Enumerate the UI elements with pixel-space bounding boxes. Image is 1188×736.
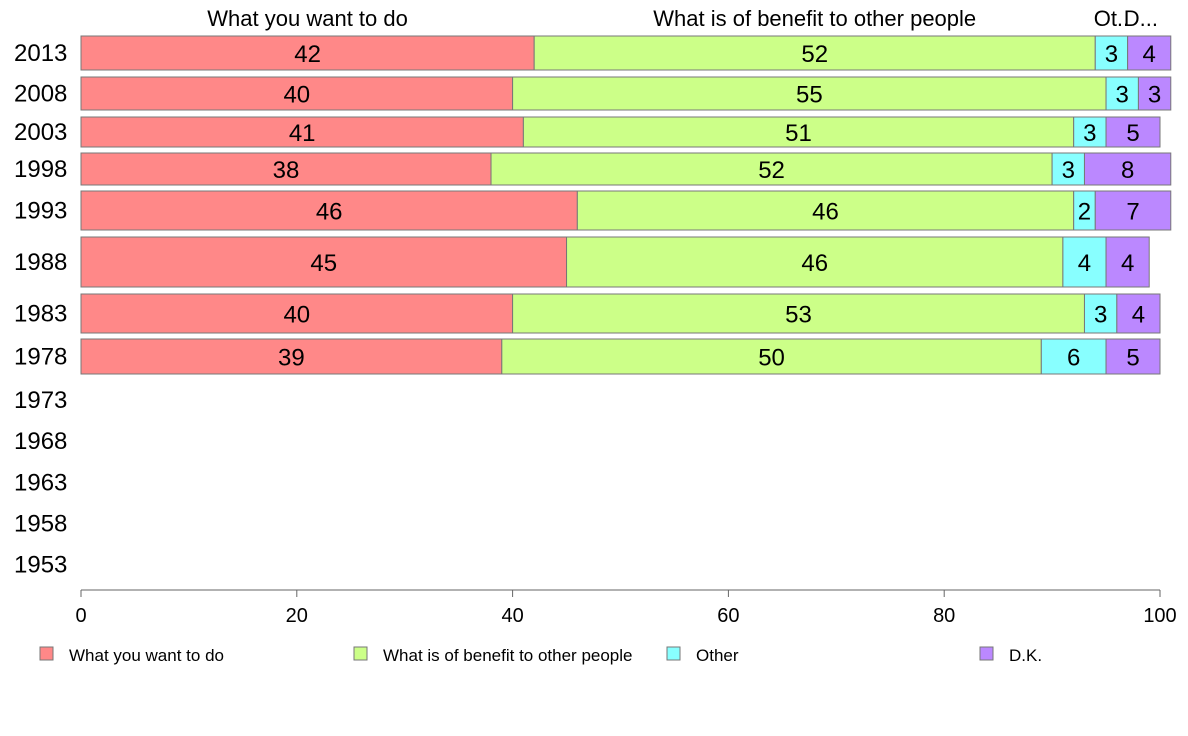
year-label: 2013	[14, 40, 67, 67]
bar-segment	[1094, 35, 1129, 71]
bar-segment	[80, 293, 514, 334]
bar-segment	[1127, 35, 1172, 71]
bar-segment	[1040, 338, 1107, 375]
year-label: 1963	[14, 470, 67, 497]
year-label: 1998	[14, 156, 67, 183]
bar-segment	[566, 236, 1064, 288]
legend-swatch	[979, 646, 994, 661]
value-label: 45	[310, 250, 337, 277]
bar-segment	[80, 35, 535, 71]
value-label: 46	[812, 199, 839, 226]
value-label: 41	[289, 120, 316, 147]
series-header: D...	[1124, 6, 1158, 31]
bar-segment	[1116, 293, 1161, 334]
value-label: 3	[1148, 82, 1161, 109]
value-label: 3	[1094, 302, 1107, 329]
value-label: 4	[1121, 250, 1134, 277]
year-label: 1978	[14, 344, 67, 371]
bar-segment	[501, 338, 1042, 375]
series-header: What you want to do	[207, 6, 408, 31]
bar-segment	[1083, 293, 1118, 334]
bar-segment	[80, 76, 514, 111]
bar-segment	[1105, 116, 1161, 148]
bar-segment	[512, 76, 1107, 111]
value-label: 7	[1126, 199, 1139, 226]
bar-segment	[576, 190, 1075, 231]
year-label: 1988	[14, 249, 67, 276]
value-label: 40	[283, 82, 310, 109]
value-label: 46	[316, 199, 343, 226]
value-label: 55	[796, 82, 823, 109]
value-label: 4	[1078, 250, 1091, 277]
value-label: 38	[273, 157, 300, 184]
bar-segment	[1105, 338, 1161, 375]
x-tick-label: 0	[75, 605, 86, 627]
year-label: 1983	[14, 301, 67, 328]
bar-segment	[1105, 236, 1150, 288]
legend-label: What is of benefit to other people	[383, 646, 633, 665]
x-tick-label: 60	[717, 605, 739, 627]
year-label: 2003	[14, 119, 67, 146]
legend-swatch	[39, 646, 54, 661]
bar-segment	[490, 152, 1053, 186]
value-label: 52	[758, 157, 785, 184]
value-label: 53	[785, 302, 812, 329]
x-tick-label: 20	[286, 605, 308, 627]
x-tick-label: 100	[1143, 605, 1176, 627]
value-label: 39	[278, 345, 305, 372]
bar-segment	[80, 190, 578, 231]
legend-label: D.K.	[1009, 646, 1042, 665]
bar-segment	[80, 236, 568, 288]
series-header: Ot..	[1094, 6, 1129, 31]
x-tick-label: 40	[501, 605, 523, 627]
value-label: 4	[1132, 302, 1145, 329]
legend-swatch	[666, 646, 681, 661]
value-label: 2	[1078, 199, 1091, 226]
bar-segment	[1062, 236, 1107, 288]
bar-segment	[80, 116, 524, 148]
legend-label: Other	[696, 646, 739, 665]
value-label: 52	[801, 41, 828, 68]
value-label: 8	[1121, 157, 1134, 184]
value-label: 40	[283, 302, 310, 329]
value-label: 3	[1062, 157, 1075, 184]
legend-label: What you want to do	[69, 646, 224, 665]
value-label: 3	[1105, 41, 1118, 68]
year-label: 2008	[14, 81, 67, 108]
bar-segment	[522, 116, 1075, 148]
value-label: 5	[1126, 345, 1139, 372]
year-label: 1973	[14, 387, 67, 414]
series-header: What is of benefit to other people	[653, 6, 976, 31]
bar-segment	[533, 35, 1096, 71]
value-label: 6	[1067, 345, 1080, 372]
value-label: 3	[1116, 82, 1129, 109]
year-label: 1968	[14, 428, 67, 455]
bar-segment	[1094, 190, 1172, 231]
bar-segment	[1105, 76, 1139, 111]
year-label: 1958	[14, 511, 67, 538]
value-label: 3	[1083, 120, 1096, 147]
year-label: 1953	[14, 552, 67, 579]
year-label: 1993	[14, 198, 67, 225]
value-label: 50	[758, 345, 785, 372]
bar-segment	[1083, 152, 1172, 186]
bar-segment	[80, 152, 492, 186]
bar-segment	[512, 293, 1085, 334]
value-label: 42	[294, 41, 321, 68]
bar-segment	[1137, 76, 1172, 111]
value-label: 51	[785, 120, 812, 147]
value-label: 4	[1143, 41, 1156, 68]
value-label: 5	[1126, 120, 1139, 147]
legend-swatch	[353, 646, 368, 661]
value-label: 46	[801, 250, 828, 277]
x-tick-label: 80	[933, 605, 955, 627]
